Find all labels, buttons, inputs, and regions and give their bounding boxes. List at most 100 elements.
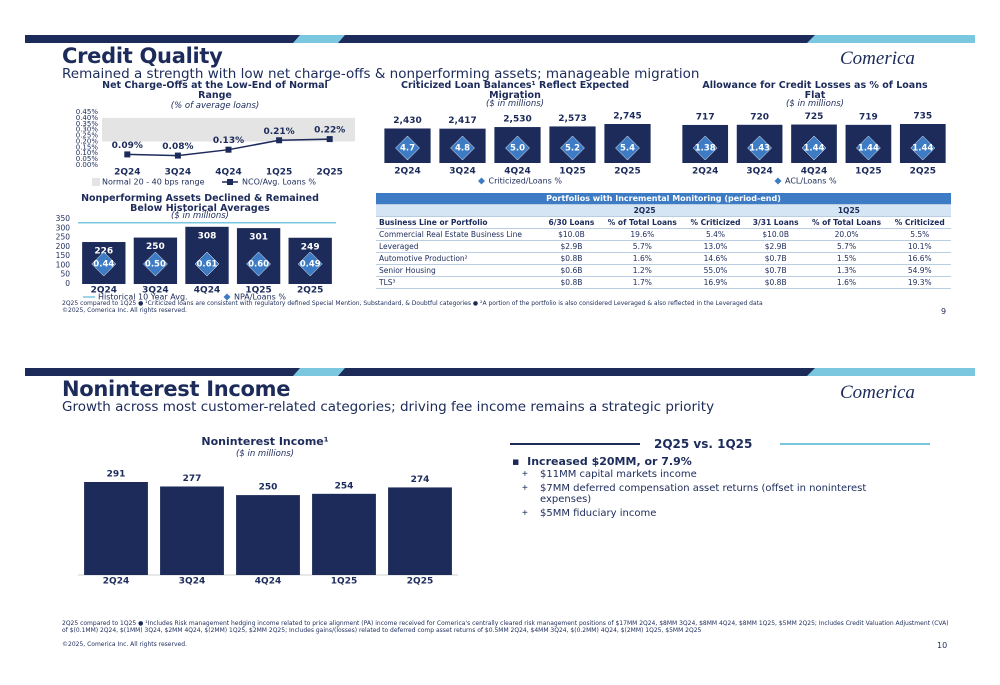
legend-label: NPA/Loans % <box>234 293 286 302</box>
table-cell: $10.0B <box>542 228 601 241</box>
y-tick-label: 0.20% <box>76 137 99 145</box>
data-point <box>225 146 232 153</box>
legend-label: Normal 20 - 40 bps range <box>102 178 205 187</box>
portfolio-table: Portfolios with Incremental Monitoring (… <box>376 193 951 289</box>
bullet-text: Increased $20MM, or 7.9% <box>527 455 692 468</box>
table-cell: $10.0B <box>746 228 805 241</box>
subbullet: + $7MM deferred compensation asset return… <box>522 483 880 505</box>
data-label: 254 <box>335 481 354 491</box>
column-header: % of Total Loans <box>600 216 685 229</box>
data-label: 2,417 <box>448 116 476 126</box>
ratio-label: 0.49 <box>300 260 321 270</box>
bar <box>236 495 300 575</box>
table-cell: 19.6% <box>600 228 685 241</box>
ratio-label: 5.4 <box>620 144 635 154</box>
data-label: 249 <box>301 242 320 252</box>
x-tick-label: 2Q25 <box>297 286 323 296</box>
data-label: 301 <box>249 233 268 243</box>
data-point <box>174 152 181 159</box>
table-cell: 1.6% <box>600 252 685 265</box>
y-tick-label: 0.40% <box>76 114 99 122</box>
table-cell: 1.6% <box>804 276 889 289</box>
legend-swatch <box>478 177 485 185</box>
ratio-label: 0.50 <box>145 260 166 270</box>
table-cell: 10.1% <box>888 240 951 253</box>
x-tick-label: 4Q24 <box>255 577 281 587</box>
table-cell: 55.0% <box>684 264 747 277</box>
data-label: 717 <box>696 112 715 122</box>
legend-label: Criticized/Loans % <box>489 177 563 186</box>
table-cell: $2.9B <box>746 240 805 253</box>
legend-label: ACL/Loans % <box>785 177 837 186</box>
x-tick-label: 1Q25 <box>855 167 881 177</box>
subbullet-text: $7MM deferred compensation asset returns… <box>540 483 867 505</box>
x-tick-label: 3Q24 <box>449 167 475 177</box>
slide-subtitle: Remained a strength with low net charge-… <box>62 66 700 82</box>
table-cell: $0.6B <box>542 264 601 277</box>
y-tick-label: 100 <box>56 260 71 269</box>
legend-swatch <box>774 177 782 185</box>
x-tick-label: 3Q24 <box>179 577 205 587</box>
table-group: 2Q25 <box>542 204 747 217</box>
ratio-label: 1.44 <box>804 144 825 154</box>
y-tick-label: 50 <box>60 270 70 279</box>
data-point <box>276 137 283 144</box>
column-header: 6/30 Loans <box>542 216 601 229</box>
ratio-label: 4.8 <box>455 144 470 154</box>
y-tick-label: 250 <box>56 233 71 242</box>
table-cell: 20.0% <box>804 228 889 241</box>
subbullet-text: $11MM capital markets income <box>540 469 697 480</box>
x-tick-label: 2Q25 <box>316 168 342 178</box>
ratio-label: 0.44 <box>93 260 114 270</box>
ratio-diamond <box>615 135 640 161</box>
chart-subtitle: ($ in millions) <box>786 99 844 109</box>
ratio-diamond <box>91 251 117 277</box>
x-tick-label: 4Q24 <box>504 167 530 177</box>
logo: Comerica <box>840 382 915 403</box>
data-label: 226 <box>94 247 113 257</box>
data-label: 291 <box>107 470 126 480</box>
data-label: 2,430 <box>393 116 421 126</box>
subbullet-marker: + <box>522 508 528 519</box>
ratio-diamond <box>505 135 530 161</box>
x-tick-label: 1Q25 <box>331 577 357 587</box>
table-cell: 5.5% <box>888 228 951 241</box>
normal-range-band <box>102 117 355 142</box>
table-cell: Automotive Production² <box>376 252 543 265</box>
column-header: 3/31 Loans <box>746 216 805 229</box>
table-cell: 5.7% <box>804 240 889 253</box>
table-cell: 1.3% <box>804 264 889 277</box>
table-group: 1Q25 <box>746 204 951 217</box>
table-cell: TLS³ <box>376 276 543 289</box>
page-number: 9 <box>941 307 947 316</box>
table-cell: Commercial Real Estate Business Line <box>376 228 543 241</box>
bar <box>312 493 376 575</box>
data-label: 735 <box>913 112 932 122</box>
table-cell: 14.6% <box>684 252 747 265</box>
data-label: 277 <box>183 474 202 484</box>
x-tick-label: 2Q24 <box>91 286 117 296</box>
data-label: 2,745 <box>613 112 641 122</box>
x-tick-label: 1Q25 <box>559 167 585 177</box>
chart-title: Criticized Loan Balances¹ Reflect Expect… <box>400 80 630 101</box>
legend-swatch <box>223 293 231 301</box>
x-tick-label: 2Q25 <box>910 167 936 177</box>
ratio-label: 1.38 <box>695 144 716 154</box>
x-tick-label: 2Q25 <box>407 577 433 587</box>
table-row: Senior Housing $0.6B 1.2% 55.0% $0.7B 1.3% 54.… <box>376 264 951 277</box>
callout-heading: 2Q25 vs. 1Q25 <box>654 437 753 451</box>
x-tick-label: 2Q24 <box>114 168 140 178</box>
ratio-diamond <box>450 135 475 161</box>
slide-title: Noninterest Income <box>62 377 291 401</box>
table-row: Leveraged $2.9B 5.7% 13.0% $2.9B 5.7% 10.1% <box>376 240 951 253</box>
ratio-diamond <box>692 135 718 161</box>
bar <box>388 487 452 575</box>
y-tick-label: 0.05% <box>76 155 99 163</box>
x-tick-label: 2Q24 <box>692 167 718 177</box>
subbullet: + $5MM fiduciary income <box>522 508 880 519</box>
x-tick-label: 3Q24 <box>165 168 191 178</box>
ratio-label: 5.0 <box>510 144 525 154</box>
ratio-label: 5.2 <box>565 144 580 154</box>
